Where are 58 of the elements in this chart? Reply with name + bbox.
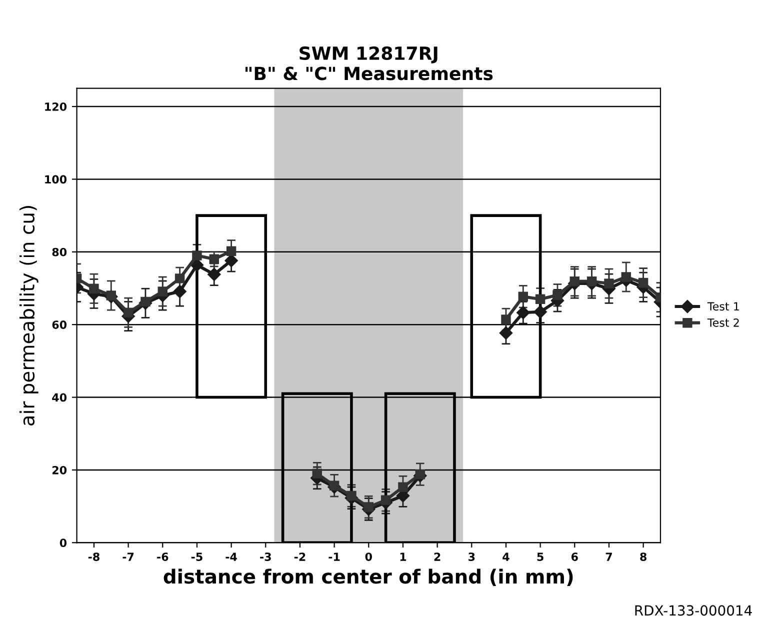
point: [518, 292, 528, 302]
point: [586, 276, 597, 286]
y-tick-label: 0: [60, 538, 67, 548]
point: [364, 502, 374, 512]
point: [380, 495, 391, 505]
y-tick-label: 60: [52, 320, 67, 329]
point: [570, 276, 580, 286]
point: [209, 254, 219, 264]
point: [604, 278, 614, 288]
point: [226, 246, 236, 256]
x-tick-label: 4: [502, 552, 510, 561]
x-tick-label: -2: [294, 552, 306, 561]
point: [346, 490, 356, 501]
x-tick-label: -1: [328, 552, 340, 561]
legend-label: Test 2: [707, 318, 739, 327]
y-tick-label: 20: [52, 466, 67, 474]
point: [499, 326, 513, 340]
point: [174, 274, 185, 284]
point: [535, 294, 546, 304]
x-tick-label: -3: [260, 552, 271, 561]
x-tick-label: 8: [640, 552, 646, 561]
x-tick-label: 2: [434, 552, 440, 561]
x-tick-label: 6: [571, 552, 578, 561]
x-tick-label: -4: [226, 552, 237, 561]
chart-title: SWM 12817RJ "B" & "C" Measurements: [246, 46, 493, 80]
x-tick-label: 0: [365, 552, 372, 561]
point: [192, 250, 202, 260]
point: [534, 305, 547, 318]
point: [190, 258, 204, 272]
point: [621, 272, 632, 282]
x-tick-label: -7: [122, 552, 134, 561]
point: [208, 268, 221, 282]
x-tick-label: -6: [157, 552, 168, 561]
point: [173, 284, 186, 298]
point: [89, 284, 99, 294]
legend-label: Test 1: [707, 302, 739, 311]
y-axis-title: air permeability (in cu): [20, 206, 38, 426]
x-axis-title: distance from center of band (in mm): [164, 568, 573, 586]
x-tick-label: -8: [88, 552, 100, 561]
x-tick-label: 3: [468, 552, 475, 561]
point: [501, 314, 511, 324]
x-tick-label: 5: [537, 552, 544, 561]
x-tick-label: -5: [191, 552, 202, 561]
y-tick-label: 100: [45, 175, 67, 184]
point: [158, 286, 168, 296]
point: [638, 278, 648, 288]
y-tick-label: 120: [45, 102, 67, 111]
point: [312, 468, 322, 478]
point: [552, 290, 562, 300]
point: [224, 254, 238, 268]
x-tick-label: 7: [606, 552, 612, 561]
x-tick-label: 1: [400, 552, 406, 561]
y-tick-label: 80: [52, 248, 67, 256]
point: [398, 482, 408, 492]
point: [516, 306, 530, 320]
y-tick-label: 40: [52, 393, 67, 402]
point: [123, 308, 134, 318]
text: RDX-133-000014: [635, 605, 752, 616]
